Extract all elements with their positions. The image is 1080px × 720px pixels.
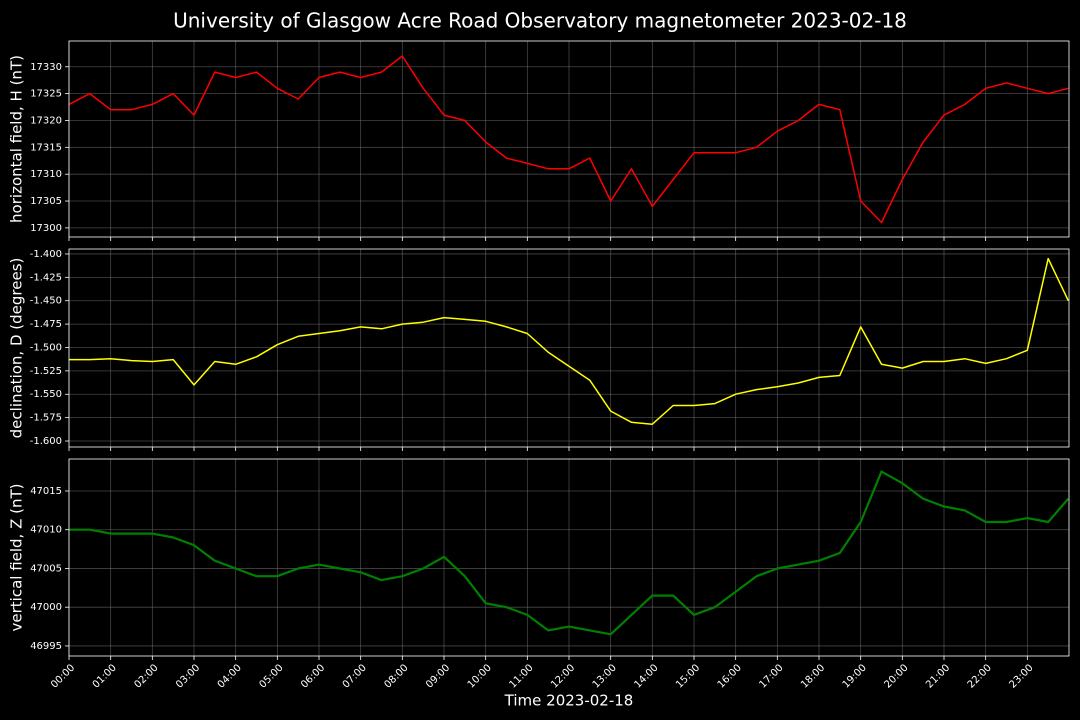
chart-title: University of Glasgow Acre Road Observat… <box>173 9 907 33</box>
x-tick-label: 04:00 <box>216 662 244 690</box>
y-tick-label: -1.525 <box>30 366 62 377</box>
y-tick-label: 47000 <box>30 602 62 613</box>
x-tick-label: 23:00 <box>1007 662 1035 690</box>
y-tick-label: -1.475 <box>30 319 62 330</box>
x-tick-label: 14:00 <box>632 662 660 690</box>
x-tick-label: 18:00 <box>799 662 827 690</box>
x-tick-label: 06:00 <box>299 662 327 690</box>
y-tick-label: -1.575 <box>30 413 62 424</box>
axes-frame <box>68 40 1070 238</box>
axes-frame <box>68 248 1070 448</box>
x-tick-label: 11:00 <box>507 662 535 690</box>
y-tick-label: 17305 <box>30 196 62 207</box>
y-tick-label: -1.400 <box>30 249 62 260</box>
y-tick-label: -1.425 <box>30 272 62 283</box>
x-tick-label: 22:00 <box>966 662 994 690</box>
y-tick-label: 47010 <box>30 525 62 536</box>
x-tick-label: 07:00 <box>341 662 369 690</box>
y-tick-label: 46995 <box>30 641 62 652</box>
y-tick-label: 17330 <box>30 62 62 73</box>
x-tick-label: 10:00 <box>466 662 494 690</box>
y-tick-label: 17320 <box>30 115 62 126</box>
x-tick-label: 08:00 <box>382 662 410 690</box>
x-tick-label: 03:00 <box>174 662 202 690</box>
data-line <box>69 257 1069 425</box>
y-axis-label: horizontal field, H (nT) <box>8 55 26 223</box>
y-axis-label: declination, D (degrees) <box>8 258 26 439</box>
x-tick-label: 00:00 <box>49 662 77 690</box>
x-tick-label: 16:00 <box>716 662 744 690</box>
x-tick-label: 12:00 <box>549 662 577 690</box>
y-tick-label: 17325 <box>30 89 62 100</box>
y-tick-label: 17315 <box>30 142 62 153</box>
y-tick-label: 17300 <box>30 223 62 234</box>
data-line <box>68 55 1069 224</box>
x-tick-label: 09:00 <box>424 662 452 690</box>
y-tick-label: -1.450 <box>30 296 62 307</box>
y-tick-label: -1.600 <box>30 436 62 447</box>
data-line <box>69 470 1070 636</box>
x-tick-label: 01:00 <box>91 662 119 690</box>
y-tick-label: 47005 <box>30 563 62 574</box>
x-tick-label: 02:00 <box>132 662 160 690</box>
x-tick-label: 13:00 <box>591 662 619 690</box>
x-tick-label: 15:00 <box>674 662 702 690</box>
axes-frame <box>68 458 1070 657</box>
x-tick-label: 21:00 <box>924 662 952 690</box>
y-tick-label: 47015 <box>30 486 62 497</box>
x-tick-label: 20:00 <box>882 662 910 690</box>
x-tick-label: 17:00 <box>757 662 785 690</box>
y-axis-label: vertical field, Z (nT) <box>8 483 26 631</box>
y-tick-label: 17310 <box>30 169 62 180</box>
y-tick-label: -1.500 <box>30 342 62 353</box>
y-tick-label: -1.550 <box>30 389 62 400</box>
x-tick-label: 19:00 <box>841 662 869 690</box>
x-tick-label: 05:00 <box>257 662 285 690</box>
x-axis-label: Time 2023-02-18 <box>504 692 634 710</box>
